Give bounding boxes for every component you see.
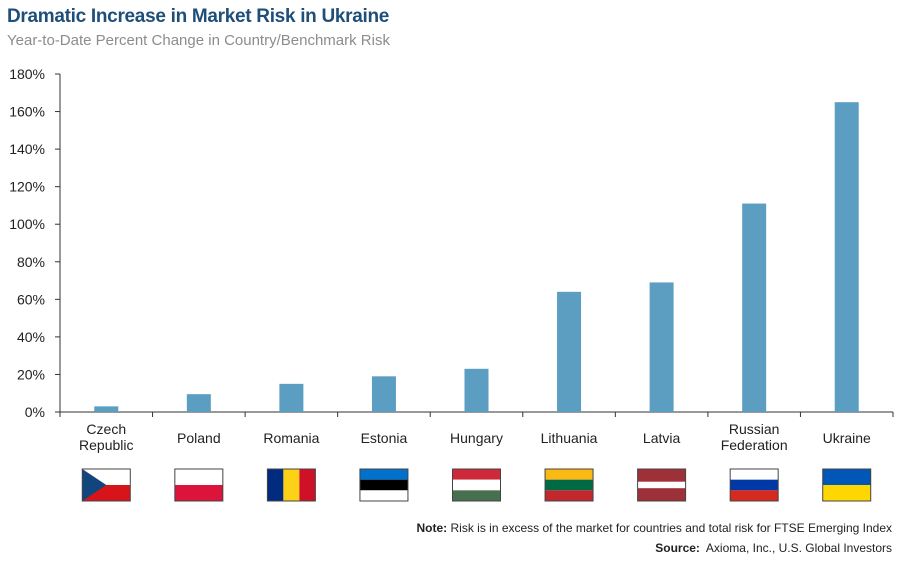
note-text: Risk is in excess of the market for coun… [447,521,892,535]
bar [557,291,582,412]
flag-border [452,468,501,502]
flag-stripe [267,469,284,501]
flag-poland-icon [174,468,224,502]
flag-stripe [174,485,223,501]
flag-border [729,468,779,502]
flag-stripe [637,488,686,501]
x-category-label: Lithuania [541,430,598,446]
flag-stripe [283,469,300,501]
chart-title: Dramatic Increase in Market Risk in Ukra… [7,6,390,27]
flag-stripe [822,469,871,485]
x-category-label-line: Ukraine [823,430,871,446]
x-category-label-line: Poland [177,430,221,446]
x-category-label-line: Latvia [643,430,681,446]
flag-stripe [452,490,501,501]
flag-border [822,468,872,502]
flag-border [544,468,594,502]
bar [279,383,304,412]
bar [371,376,396,412]
flag-latvia-icon [637,468,687,502]
x-category-label-line: Czech [86,421,126,437]
flag-border [637,468,687,502]
x-category-label: Estonia [361,430,408,446]
x-category-label: Latvia [643,430,681,446]
flag-stripe [545,469,594,480]
x-category-label: Russian Federation [721,421,788,453]
flag-border [266,468,316,502]
x-category-label-line: Hungary [450,430,503,446]
flag-stripe [299,469,316,501]
flag-stripe [359,490,408,501]
y-tick-label: 0% [25,404,45,420]
x-category-label: Ukraine [823,430,871,446]
x-category-label-line: Romania [263,430,319,446]
x-category-label-line: Lithuania [541,430,598,446]
y-tick-label: 120% [9,179,45,195]
chart-subtitle: Year-to-Date Percent Change in Country/B… [7,32,390,49]
y-tick-label: 160% [9,104,45,120]
bar [742,203,767,412]
flag-triangle [82,469,107,501]
flag-border [359,468,409,502]
flag-stripe [637,481,686,489]
flag-lithuania-icon [544,468,594,502]
x-category-label: Romania [263,430,319,446]
flag-stripe [359,479,408,491]
flag-stripe [637,469,686,482]
flag-stripe [359,469,408,480]
note-label: Note: [416,521,448,535]
y-tick-label: 40% [17,329,45,345]
flag-stripe [545,479,594,491]
flag-stripe [452,469,501,480]
flag-stripe [545,490,594,501]
flag-stripe [730,479,779,491]
flag-stripe [730,490,779,501]
x-category-label-line: Federation [721,437,788,453]
y-tick-label: 180% [9,66,45,82]
y-tick-label: 20% [17,366,45,382]
flag-stripe [452,479,501,491]
flag-stripe [730,469,779,480]
y-tick-label: 60% [17,291,45,307]
bar [186,394,211,412]
bar [834,102,859,413]
bar [464,368,489,412]
flag-romania-icon [266,468,316,502]
chart-source: Source: Axioma, Inc., U.S. Global Invest… [655,541,892,555]
bar [649,282,674,412]
flag-border [174,468,224,502]
flag-stripe [822,485,871,501]
flag-stripe [174,469,223,485]
x-category-label: Poland [177,430,221,446]
x-category-label-line: Russian [729,421,780,437]
x-category-label: Czech Republic [79,421,133,453]
y-tick-label: 80% [17,254,45,270]
y-tick-label: 140% [9,141,45,157]
x-category-label-line: Estonia [361,430,408,446]
flag-russian-federation-icon [729,468,779,502]
bar [94,406,119,412]
source-text: Axioma, Inc., U.S. Global Investors [699,541,892,555]
flag-border [81,468,131,502]
flag-czech-republic-icon [81,468,131,502]
x-category-label: Hungary [450,430,503,446]
flag-estonia-icon [359,468,409,502]
x-category-label-line: Republic [79,437,133,453]
source-label: Source: [655,541,700,555]
flag-hungary-icon [452,468,501,502]
chart-note: Note: Risk is in excess of the market fo… [416,521,892,535]
flag-ukraine-icon [822,468,872,502]
y-tick-label: 100% [9,216,45,232]
